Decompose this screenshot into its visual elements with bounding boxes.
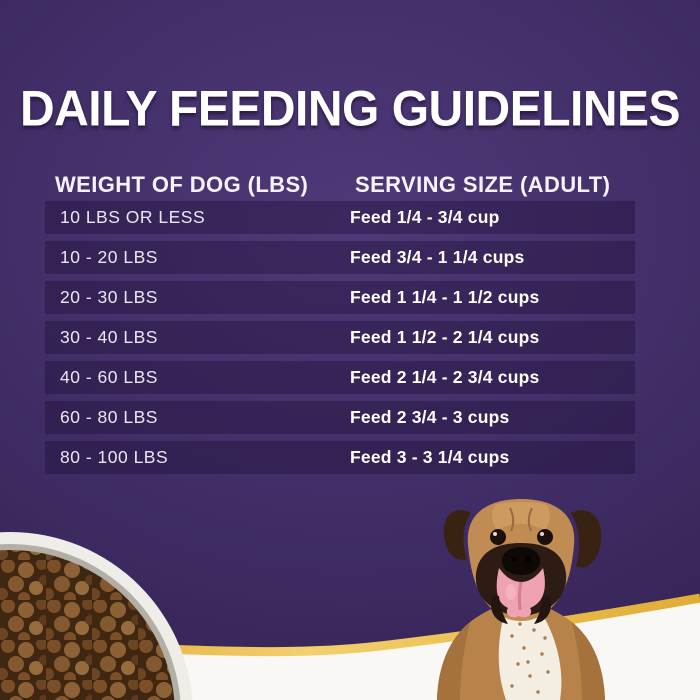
table-header: WEIGHT OF DOG (LBS) SERVING SIZE (ADULT) bbox=[45, 172, 645, 198]
table-row: 20 - 30 LBS Feed 1 1/4 - 1 1/2 cups bbox=[45, 281, 635, 314]
table-row: 40 - 60 LBS Feed 2 1/4 - 2 3/4 cups bbox=[45, 361, 635, 394]
serving-cell: Feed 3/4 - 1 1/4 cups bbox=[350, 247, 525, 267]
table-row: 30 - 40 LBS Feed 1 1/2 - 2 1/4 cups bbox=[45, 321, 635, 354]
weight-cell: 80 - 100 LBS bbox=[60, 447, 169, 467]
weight-cell: 10 LBS OR LESS bbox=[60, 207, 206, 227]
serving-cell: Feed 3 - 3 1/4 cups bbox=[350, 447, 510, 467]
footer-artwork bbox=[0, 499, 700, 700]
kibble-texture bbox=[0, 550, 175, 700]
food-bowl-image bbox=[0, 532, 193, 700]
feeding-table: 10 LBS OR LESS Feed 1/4 - 3/4 cup 10 - 2… bbox=[45, 201, 635, 481]
table-row: 60 - 80 LBS Feed 2 3/4 - 3 cups bbox=[45, 401, 635, 434]
weight-cell: 60 - 80 LBS bbox=[60, 407, 158, 427]
column-header-serving: SERVING SIZE (ADULT) bbox=[355, 172, 611, 197]
table-row: 10 LBS OR LESS Feed 1/4 - 3/4 cup bbox=[45, 201, 635, 234]
table-row: 10 - 20 LBS Feed 3/4 - 1 1/4 cups bbox=[45, 241, 635, 274]
dog-image bbox=[437, 499, 605, 700]
serving-cell: Feed 1 1/2 - 2 1/4 cups bbox=[350, 327, 540, 347]
serving-cell: Feed 2 3/4 - 3 cups bbox=[350, 407, 510, 427]
weight-cell: 30 - 40 LBS bbox=[60, 327, 158, 347]
table-row: 80 - 100 LBS Feed 3 - 3 1/4 cups bbox=[45, 441, 635, 474]
serving-cell: Feed 1 1/4 - 1 1/2 cups bbox=[350, 287, 540, 307]
serving-cell: Feed 1/4 - 3/4 cup bbox=[350, 207, 500, 227]
serving-cell: Feed 2 1/4 - 2 3/4 cups bbox=[350, 367, 540, 387]
weight-cell: 40 - 60 LBS bbox=[60, 367, 158, 387]
weight-cell: 20 - 30 LBS bbox=[60, 287, 158, 307]
column-header-weight: WEIGHT OF DOG (LBS) bbox=[55, 172, 309, 197]
page-title: DAILY FEEDING GUIDELINES bbox=[19, 81, 681, 138]
weight-cell: 10 - 20 LBS bbox=[60, 247, 158, 267]
